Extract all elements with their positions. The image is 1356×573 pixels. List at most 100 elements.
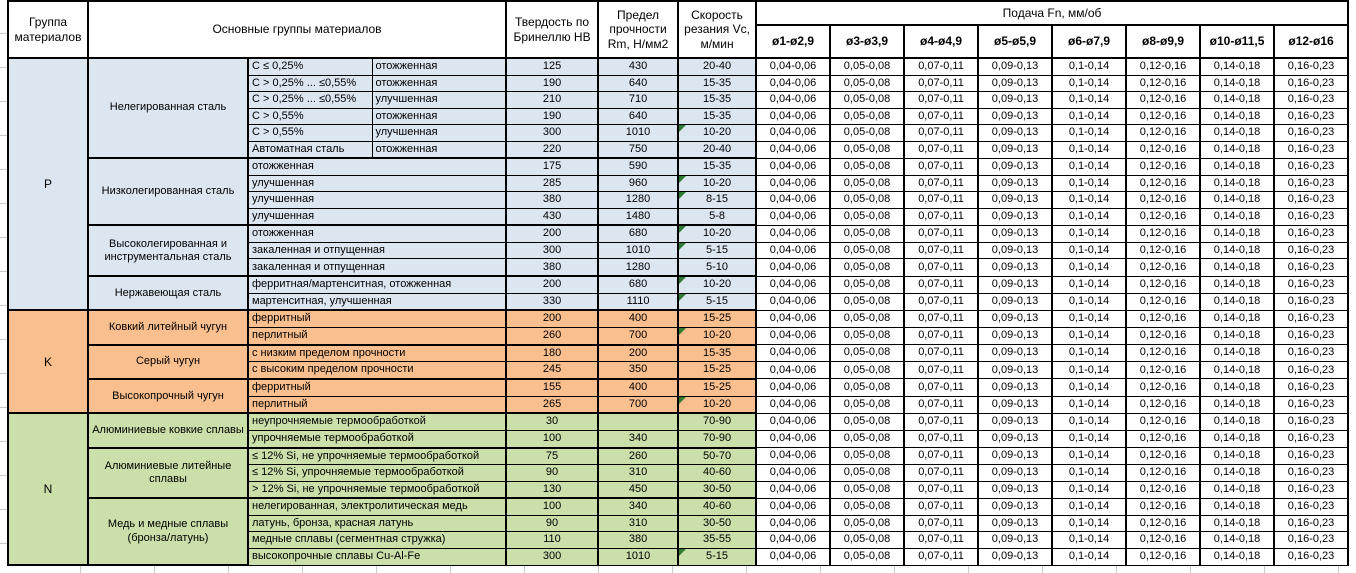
feed-cell[interactable]: 0,04-0,06: [755, 327, 832, 346]
feed-cell[interactable]: 0,07-0,11: [903, 361, 980, 380]
cutting-speed-cell[interactable]: 15-35: [677, 74, 758, 93]
cutting-speed-cell[interactable]: 50-70: [677, 446, 758, 466]
header-material-group[interactable]: Группа материалов: [7, 0, 89, 59]
hardness-cell[interactable]: 125: [505, 56, 600, 76]
feed-cell[interactable]: 0,04-0,06: [755, 361, 832, 380]
feed-cell[interactable]: 0,12-0,16: [1125, 258, 1202, 277]
feed-cell[interactable]: 0,16-0,23: [1273, 107, 1350, 126]
feed-cell[interactable]: 0,04-0,06: [755, 547, 832, 566]
feed-cell[interactable]: 0,04-0,06: [755, 57, 832, 76]
feed-cell[interactable]: 0,07-0,11: [903, 412, 980, 431]
feed-cell[interactable]: 0,05-0,08: [829, 464, 906, 482]
feed-cell[interactable]: 0,16-0,23: [1273, 514, 1350, 533]
feed-diameter-header[interactable]: ø1-ø2,9: [755, 24, 832, 59]
feed-cell[interactable]: 0,12-0,16: [1125, 292, 1202, 311]
hardness-cell[interactable]: 200: [505, 224, 600, 244]
cutting-speed-cell[interactable]: 10-20: [677, 124, 758, 142]
strength-cell[interactable]: 1280: [597, 258, 680, 277]
feed-cell[interactable]: 0,1-0,14: [1051, 412, 1128, 431]
feed-cell[interactable]: 0,07-0,11: [903, 531, 980, 549]
strength-cell[interactable]: 1280: [597, 191, 680, 209]
hardness-cell[interactable]: 300: [505, 242, 600, 260]
strength-cell[interactable]: 700: [597, 327, 680, 346]
feed-cell[interactable]: 0,09-0,13: [977, 464, 1054, 482]
hardness-cell[interactable]: 100: [505, 497, 600, 516]
feed-cell[interactable]: 0,04-0,06: [755, 309, 832, 329]
cutting-speed-cell[interactable]: 15-35: [677, 91, 758, 109]
cutting-speed-cell[interactable]: 5-15: [677, 292, 758, 311]
feed-cell[interactable]: 0,1-0,14: [1051, 327, 1128, 346]
material-desc-cell[interactable]: ферритный: [247, 309, 507, 329]
feed-cell[interactable]: 0,1-0,14: [1051, 378, 1128, 397]
material-condition-cell[interactable]: C > 0,25% ... ≤0,55%: [247, 74, 373, 93]
material-state-cell[interactable]: отожженная: [371, 56, 507, 76]
material-state-cell[interactable]: улучшенная: [371, 124, 507, 142]
feed-cell[interactable]: 0,05-0,08: [829, 514, 906, 533]
feed-cell[interactable]: 0,04-0,06: [755, 497, 832, 516]
feed-cell[interactable]: 0,16-0,23: [1273, 361, 1350, 380]
feed-cell[interactable]: 0,12-0,16: [1125, 309, 1202, 329]
strength-cell[interactable]: 310: [597, 464, 680, 482]
feed-cell[interactable]: 0,04-0,06: [755, 275, 832, 294]
feed-cell[interactable]: 0,16-0,23: [1273, 258, 1350, 277]
feed-cell[interactable]: 0,09-0,13: [977, 447, 1054, 466]
feed-cell[interactable]: 0,05-0,08: [829, 91, 906, 109]
feed-cell[interactable]: 0,16-0,23: [1273, 447, 1350, 466]
strength-cell[interactable]: 680: [597, 275, 680, 294]
feed-cell[interactable]: 0,07-0,11: [903, 344, 980, 363]
hardness-cell[interactable]: 100: [505, 429, 600, 449]
feed-cell[interactable]: 0,09-0,13: [977, 327, 1054, 346]
material-desc-cell[interactable]: закаленная и отпущенная: [247, 258, 507, 277]
hardness-cell[interactable]: 155: [505, 377, 600, 397]
hardness-cell[interactable]: 190: [505, 107, 600, 126]
feed-cell[interactable]: 0,04-0,06: [755, 124, 832, 142]
feed-cell[interactable]: 0,07-0,11: [903, 57, 980, 76]
feed-cell[interactable]: 0,16-0,23: [1273, 395, 1350, 414]
subgroup-name-cell[interactable]: Серый чугун: [87, 343, 249, 380]
hardness-cell[interactable]: 90: [505, 464, 600, 482]
feed-cell[interactable]: 0,04-0,06: [755, 395, 832, 414]
feed-cell[interactable]: 0,12-0,16: [1125, 547, 1202, 566]
cutting-speed-cell[interactable]: 15-25: [677, 361, 758, 380]
feed-cell[interactable]: 0,09-0,13: [977, 378, 1054, 397]
feed-cell[interactable]: 0,09-0,13: [977, 174, 1054, 193]
hardness-cell[interactable]: 300: [505, 547, 600, 566]
feed-cell[interactable]: 0,07-0,11: [903, 447, 980, 466]
feed-cell[interactable]: 0,12-0,16: [1125, 412, 1202, 431]
feed-cell[interactable]: 0,05-0,08: [829, 429, 906, 449]
hardness-cell[interactable]: 260: [505, 327, 600, 346]
feed-cell[interactable]: 0,12-0,16: [1125, 447, 1202, 466]
hardness-cell[interactable]: 175: [505, 157, 600, 176]
feed-cell[interactable]: 0,04-0,06: [755, 531, 832, 549]
feed-cell[interactable]: 0,1-0,14: [1051, 292, 1128, 311]
feed-cell[interactable]: 0,16-0,23: [1273, 292, 1350, 311]
strength-cell[interactable]: 640: [597, 74, 680, 93]
feed-cell[interactable]: 0,05-0,08: [829, 157, 906, 176]
feed-cell[interactable]: 0,16-0,23: [1273, 91, 1350, 109]
cutting-speed-cell[interactable]: 15-25: [677, 309, 758, 329]
hardness-cell[interactable]: 380: [505, 258, 600, 277]
feed-cell[interactable]: 0,09-0,13: [977, 242, 1054, 260]
cutting-speed-cell[interactable]: 20-40: [677, 140, 758, 159]
feed-cell[interactable]: 0,14-0,18: [1199, 361, 1276, 380]
cutting-speed-cell[interactable]: 10-20: [677, 327, 758, 346]
feed-cell[interactable]: 0,14-0,18: [1199, 344, 1276, 363]
feed-cell[interactable]: 0,09-0,13: [977, 191, 1054, 209]
feed-cell[interactable]: 0,16-0,23: [1273, 327, 1350, 346]
feed-cell[interactable]: 0,05-0,08: [829, 174, 906, 193]
hardness-cell[interactable]: 200: [505, 309, 600, 329]
strength-cell[interactable]: 750: [597, 140, 680, 159]
cutting-speed-cell[interactable]: 8-15: [677, 191, 758, 209]
feed-cell[interactable]: 0,07-0,11: [903, 74, 980, 93]
feed-cell[interactable]: 0,07-0,11: [903, 309, 980, 329]
hardness-cell[interactable]: 300: [505, 124, 600, 142]
cutting-speed-cell[interactable]: 10-20: [677, 275, 758, 294]
feed-cell[interactable]: 0,07-0,11: [903, 429, 980, 449]
feed-cell[interactable]: 0,12-0,16: [1125, 74, 1202, 93]
hardness-cell[interactable]: 430: [505, 207, 600, 226]
feed-cell[interactable]: 0,14-0,18: [1199, 191, 1276, 209]
feed-cell[interactable]: 0,14-0,18: [1199, 91, 1276, 109]
feed-cell[interactable]: 0,14-0,18: [1199, 480, 1276, 499]
material-condition-cell[interactable]: C > 0,55%: [247, 107, 373, 126]
feed-cell[interactable]: 0,04-0,06: [755, 107, 832, 126]
